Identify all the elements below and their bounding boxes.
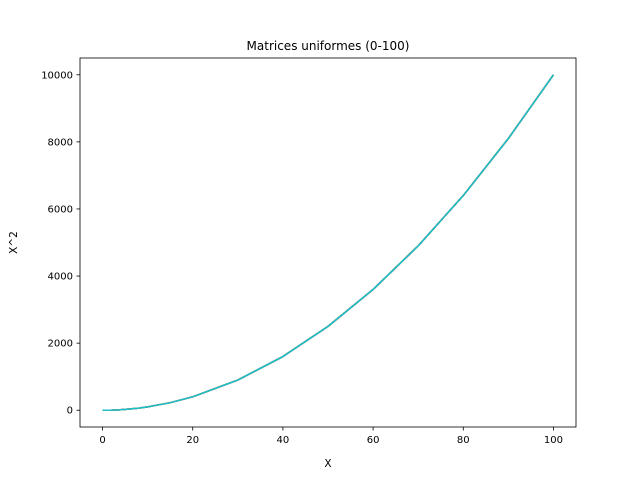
y-axis-label: X^2 bbox=[8, 231, 20, 254]
y-tick-label: 6000 bbox=[48, 204, 73, 215]
x-axis-label: X bbox=[324, 458, 331, 470]
chart-title: Matrices uniformes (0-100) bbox=[247, 39, 410, 53]
x-tick-label: 20 bbox=[186, 435, 199, 446]
x-tick-label: 60 bbox=[367, 435, 380, 446]
series-line-10 bbox=[102, 74, 555, 411]
y-axis-ticks: 0 2000 4000 6000 8000 10000 bbox=[41, 70, 80, 417]
x-axis-ticks: 0 20 40 60 80 100 bbox=[99, 427, 563, 446]
x-tick-label: 0 bbox=[99, 435, 105, 446]
x-tick-label: 80 bbox=[457, 435, 470, 446]
y-tick-label: 8000 bbox=[48, 137, 73, 148]
y-tick-label: 0 bbox=[67, 406, 73, 417]
y-tick-label: 2000 bbox=[48, 339, 73, 350]
y-tick-label: 4000 bbox=[48, 272, 73, 283]
y-tick-label: 10000 bbox=[41, 70, 73, 81]
x-tick-label: 100 bbox=[544, 435, 563, 446]
x-tick-label: 40 bbox=[277, 435, 290, 446]
series-layer bbox=[102, 74, 555, 411]
plot-frame bbox=[79, 57, 577, 428]
